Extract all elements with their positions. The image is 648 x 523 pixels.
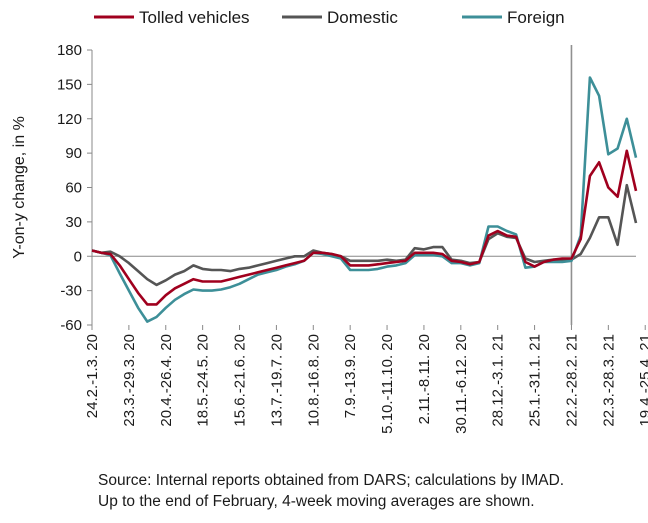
- y-tick-label: 30: [65, 214, 82, 231]
- x-tick-label: 19.4.-25.4. 21: [637, 334, 648, 427]
- legend-label: Tolled vehicles: [139, 8, 250, 27]
- x-tick-label: 7.9.-13.9. 20: [342, 334, 359, 418]
- x-tick-label: 30.11.-6.12. 20: [453, 334, 470, 434]
- x-tick-label: 22.2.-28.2. 21: [563, 334, 580, 427]
- x-tick-label: 13.7.-19.7. 20: [268, 334, 285, 427]
- x-tick-label: 5.10.-11.10. 20: [379, 334, 396, 434]
- y-tick-label: 180: [57, 42, 82, 59]
- x-tick-label: 24.2.-1.3. 20: [84, 334, 101, 418]
- y-tick-label: 60: [65, 180, 82, 197]
- series-line-foreign: [91, 76, 638, 323]
- legend: Tolled vehicles Domestic Foreign: [94, 8, 565, 27]
- legend-label: Foreign: [507, 8, 565, 27]
- y-axis-title: Y-on-y change, in %: [11, 116, 28, 259]
- x-tick-label: 28.12.-3.1. 21: [490, 334, 507, 427]
- x-tick-label: 10.8.-16.8. 20: [305, 334, 322, 427]
- y-tick-label: 150: [57, 76, 82, 93]
- x-tick-label: 20.4.-26.4. 20: [158, 334, 175, 427]
- x-tick-label: 23.3.-29.3. 20: [121, 334, 138, 427]
- x-tick-label: 18.5.-24.5. 20: [195, 334, 212, 427]
- x-tick-label: 25.1.-31.1. 21: [527, 334, 544, 427]
- series-lines: [91, 76, 638, 323]
- x-tick-label: 15.6.-21.6. 20: [232, 334, 249, 427]
- series-line-tolled-vehicles: [91, 149, 638, 306]
- y-tick-label: -30: [60, 283, 82, 300]
- x-tick-label: 22.3.-28.3. 21: [600, 334, 617, 427]
- axes: -60 -30 0 30 60 90 120 150 180 Y-on-y change, in …: [11, 42, 648, 434]
- source-line-2: Up to the end of February, 4-week moving…: [98, 493, 535, 510]
- y-tick-label: 90: [65, 145, 82, 162]
- legend-label: Domestic: [327, 8, 398, 27]
- y-tick-label: -60: [60, 317, 82, 334]
- y-tick-label: 0: [74, 248, 82, 265]
- source-note: Source: Internal reports obtained from D…: [98, 470, 564, 512]
- source-line-1: Source: Internal reports obtained from D…: [98, 472, 565, 489]
- y-tick-label: 120: [57, 111, 82, 128]
- x-tick-label: 2.11.-8.11. 20: [416, 334, 433, 424]
